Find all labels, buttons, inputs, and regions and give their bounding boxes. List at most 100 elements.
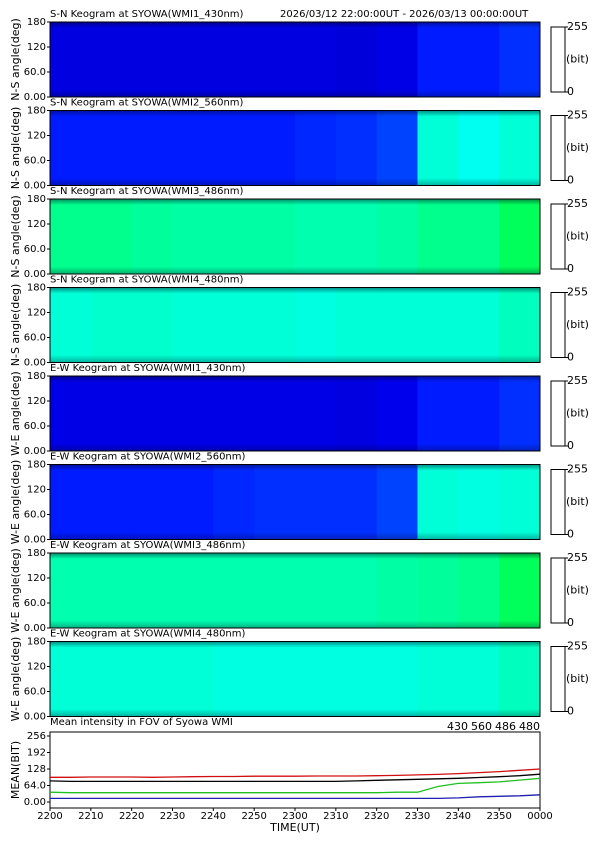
colorbar-tick-label: 0	[567, 174, 574, 187]
y-tick-label: 60.0	[24, 510, 46, 521]
colorbar	[550, 646, 566, 712]
y-tick-label: 120	[27, 308, 46, 319]
x-tick-label: 2220	[119, 811, 144, 822]
x-tick-label: 2230	[160, 811, 185, 822]
legend-entry: 480	[519, 720, 540, 733]
legend-entry: 486	[495, 720, 516, 733]
x-tick-label: 2320	[364, 811, 389, 822]
y-tick-label: 60.0	[24, 333, 46, 344]
y-tick-label: 0.00	[24, 623, 46, 634]
y-tick-label: 120	[27, 485, 46, 496]
legend-entry: 560	[471, 720, 492, 733]
y-tick-label: 0.00	[24, 181, 46, 192]
y-tick-label: 64.0	[24, 781, 46, 792]
x-tick-label: 0000	[527, 811, 552, 822]
y-tick-label: 180	[27, 548, 46, 559]
panel-title: S-N Keogram at SYOWA(WMI2_560nm)	[50, 98, 244, 109]
colorbar	[550, 203, 566, 270]
plot-frame	[49, 464, 541, 540]
y-tick-label: 180	[27, 637, 46, 648]
y-tick-label: 180	[27, 371, 46, 382]
colorbar-tick-label: 0	[567, 705, 574, 718]
y-tick-label: 180	[27, 17, 46, 28]
colorbar-tick-label: 255	[567, 286, 588, 299]
y-axis-label: W-E angle(deg)	[9, 637, 22, 722]
y-tick-label: 128	[27, 764, 46, 775]
plot-frame	[49, 110, 541, 186]
y-tick-label: 0.00	[24, 269, 46, 280]
y-tick-label: 0.00	[24, 358, 46, 369]
shade	[50, 553, 540, 628]
y-tick-label: 120	[27, 42, 46, 53]
y-axis-label: N-S angle(deg)	[9, 195, 22, 278]
colorbar	[550, 469, 566, 535]
y-tick-label: 256	[27, 731, 46, 742]
colorbar-tick-label: 0	[567, 616, 574, 629]
y-tick-label: 180	[27, 106, 46, 117]
colorbar-label: (bit)	[566, 672, 589, 685]
plot-frame	[49, 375, 541, 452]
y-tick-label: 60.0	[24, 687, 46, 698]
x-tick-label: 2200	[37, 811, 62, 822]
colorbar-tick-label: 255	[567, 197, 588, 210]
y-tick-label: 120	[27, 662, 46, 673]
panel-subtitle: 2026/03/12 22:00:00UT - 2026/03/13 00:00…	[280, 9, 529, 20]
colorbar-tick-label: 0	[567, 85, 574, 98]
plot-frame	[49, 287, 541, 363]
colorbar-label: (bit)	[566, 318, 589, 331]
colorbar-tick-label: 255	[567, 109, 588, 122]
shade	[50, 464, 540, 540]
colorbar	[550, 26, 566, 93]
series-line	[50, 768, 541, 778]
panel-title: E-W Keogram at SYOWA(WMI1_430nm)	[50, 363, 246, 374]
colorbar-label: (bit)	[566, 141, 589, 154]
colorbar-label: (bit)	[566, 584, 589, 597]
y-axis-label: W-E angle(deg)	[9, 548, 22, 633]
y-tick-label: 0.00	[24, 797, 46, 808]
colorbar-label: (bit)	[566, 53, 589, 66]
y-tick-label: 120	[27, 573, 46, 584]
plot-frame	[49, 552, 541, 629]
colorbar-tick-label: 255	[567, 374, 588, 387]
series-line	[50, 794, 541, 800]
x-axis-label: TIME(UT)	[269, 821, 320, 834]
panel-title: E-W Keogram at SYOWA(WMI2_560nm)	[50, 452, 246, 463]
x-tick-label: 2240	[201, 811, 226, 822]
legend-entry: 430	[447, 720, 468, 733]
colorbar-label: (bit)	[566, 407, 589, 420]
colorbar-label: (bit)	[566, 230, 589, 243]
y-tick-label: 60.0	[24, 598, 46, 609]
x-tick-label: 2210	[78, 811, 103, 822]
shade	[50, 22, 540, 97]
shade	[50, 199, 540, 274]
plot-frame	[49, 21, 541, 98]
colorbar-tick-label: 255	[567, 551, 588, 564]
x-tick-label: 2350	[486, 811, 511, 822]
series-line	[49, 773, 541, 783]
panel-title: S-N Keogram at SYOWA(WMI4_480nm)	[50, 275, 244, 286]
y-tick-label: 0.00	[24, 92, 46, 103]
colorbar	[550, 557, 566, 624]
y-tick-label: 0.00	[24, 535, 46, 546]
colorbar-tick-label: 0	[567, 439, 574, 452]
y-axis-label: N-S angle(deg)	[9, 18, 22, 101]
shade	[50, 641, 540, 717]
panel-title: E-W Keogram at SYOWA(WMI3_486nm)	[50, 540, 246, 551]
colorbar-tick-label: 0	[567, 262, 574, 275]
y-tick-label: 60.0	[24, 421, 46, 432]
colorbar-label: (bit)	[566, 495, 589, 508]
x-tick-label: 2250	[241, 811, 266, 822]
colorbar	[550, 292, 566, 358]
y-tick-label: 0.00	[24, 712, 46, 723]
colorbar	[550, 115, 566, 181]
y-axis-label: W-E angle(deg)	[9, 460, 22, 545]
colorbar-tick-label: 255	[567, 20, 588, 33]
panel-title: E-W Keogram at SYOWA(WMI4_480nm)	[50, 629, 246, 640]
shade	[50, 110, 540, 186]
x-tick-label: 2340	[446, 811, 471, 822]
plot-frame	[49, 731, 541, 809]
series-line	[49, 777, 541, 794]
panel-title: S-N Keogram at SYOWA(WMI3_486nm)	[50, 186, 244, 197]
colorbar-tick-label: 0	[567, 528, 574, 541]
